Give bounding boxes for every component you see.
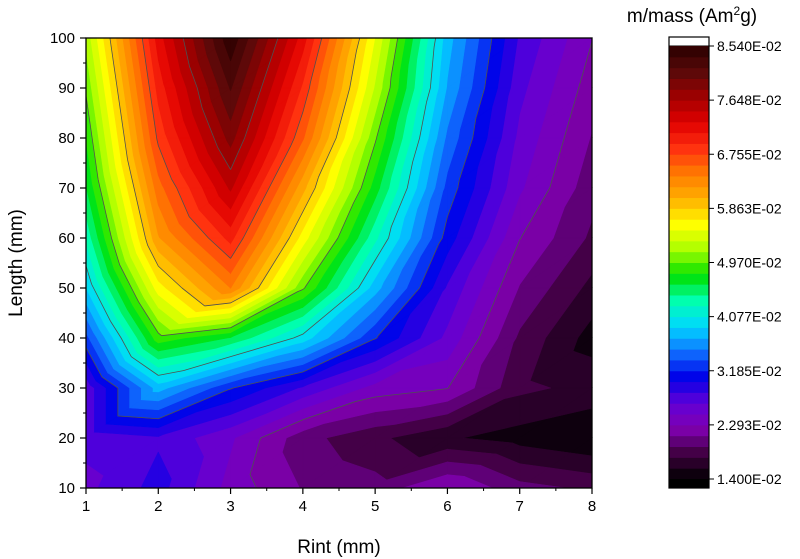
colorbar-title-post: g)	[740, 6, 757, 27]
colorbar-title: m/mass (Am2g)	[627, 4, 757, 27]
y-tick-label: 70	[58, 180, 75, 197]
colorbar-swatch	[669, 165, 709, 177]
y-tick-label: 100	[50, 30, 75, 47]
colorbar-swatch	[669, 251, 709, 263]
y-tick-label: 10	[58, 480, 75, 497]
x-tick-label: 7	[516, 498, 524, 515]
colorbar-swatch	[669, 46, 709, 58]
colorbar-swatch	[669, 446, 709, 458]
x-tick-label: 6	[443, 498, 451, 515]
colorbar-tick-label: 3.185E-02	[717, 363, 782, 379]
colorbar-swatch	[669, 78, 709, 90]
colorbar-swatch	[669, 100, 709, 112]
colorbar-swatch	[669, 316, 709, 328]
x-tick-label: 8	[588, 498, 596, 515]
colorbar-swatch	[669, 143, 709, 155]
contour-band-6	[85, 37, 568, 489]
y-tick-label: 90	[58, 80, 75, 97]
x-tick-label: 5	[371, 498, 379, 515]
colorbar-swatch	[669, 186, 709, 199]
y-axis-title: Length (mm)	[6, 209, 27, 317]
x-tick-label: 3	[226, 498, 234, 515]
x-tick-label: 1	[82, 498, 90, 515]
colorbar-swatch	[669, 338, 709, 350]
colorbar-swatch	[669, 392, 709, 404]
contour-lines	[85, 37, 593, 489]
colorbar-swatch	[669, 349, 709, 361]
colorbar-tick-label: 2.293E-02	[717, 417, 782, 433]
colorbar-tick-label: 6.755E-02	[717, 146, 782, 162]
y-tick-label: 50	[58, 280, 75, 297]
colorbar-under-cap	[669, 479, 709, 488]
colorbar-swatch	[669, 197, 709, 209]
y-tick-label: 60	[58, 230, 75, 247]
colorbar-tick-label: 1.400E-02	[717, 471, 782, 487]
x-tick-label: 2	[154, 498, 162, 515]
colorbar-swatch	[669, 381, 709, 393]
colorbar-swatch	[669, 359, 709, 372]
colorbar-swatch	[669, 294, 709, 307]
colorbar-tick-label: 4.077E-02	[717, 309, 782, 325]
colorbar-tick-label: 8.540E-02	[717, 38, 782, 54]
colorbar-swatch	[669, 154, 709, 166]
colorbar-swatch	[669, 327, 709, 339]
colorbar-over-cap	[668, 36, 710, 47]
colorbar-swatch	[669, 208, 709, 220]
colorbar-swatch	[669, 403, 709, 415]
y-tick-label: 30	[58, 380, 75, 397]
colorbar-tick-label: 7.648E-02	[717, 92, 782, 108]
colorbar-swatch	[669, 219, 709, 231]
colorbar-tick-label: 4.970E-02	[717, 255, 782, 271]
colorbar-swatch	[669, 230, 709, 242]
colorbar-swatch	[669, 262, 709, 274]
colorbar-swatch	[669, 67, 709, 79]
colorbar-swatch	[669, 457, 709, 469]
colorbar-swatch	[669, 273, 709, 285]
colorbar-swatch	[669, 305, 709, 318]
colorbar-swatch	[669, 89, 709, 101]
colorbar-swatch	[669, 284, 709, 296]
plot-area	[85, 37, 593, 489]
colorbar-title-sup: 2	[734, 4, 741, 18]
colorbar-swatch	[669, 414, 709, 426]
colorbar-swatch	[669, 424, 709, 437]
colorbar-tick-label: 5.863E-02	[717, 200, 782, 216]
colorbar: 8.540E-02 7.648E-02 6.755E-02 5.863E-02 4.97…	[668, 36, 782, 489]
x-tick-label: 4	[299, 498, 307, 515]
colorbar-swatch	[669, 435, 709, 448]
y-tick-label: 80	[58, 130, 75, 147]
colorbar-swatch	[669, 121, 709, 134]
x-axis-title: Rint (mm)	[297, 537, 380, 558]
colorbar-swatch	[669, 175, 709, 188]
y-axis: 10 20 30 40 50 60 70 80 90 100	[50, 30, 86, 497]
colorbar-swatch	[669, 370, 709, 383]
colorbar-swatch	[669, 240, 709, 253]
colorbar-swatch	[669, 110, 709, 123]
x-axis: 1 2 3 4 5 6 7 8	[82, 488, 596, 515]
colorbar-title-pre: m/mass (Am	[627, 6, 734, 27]
y-tick-label: 20	[58, 430, 75, 447]
colorbar-swatch	[669, 56, 709, 69]
y-tick-label: 40	[58, 330, 75, 347]
colorbar-swatch	[669, 468, 709, 480]
colorbar-swatch	[669, 132, 709, 144]
